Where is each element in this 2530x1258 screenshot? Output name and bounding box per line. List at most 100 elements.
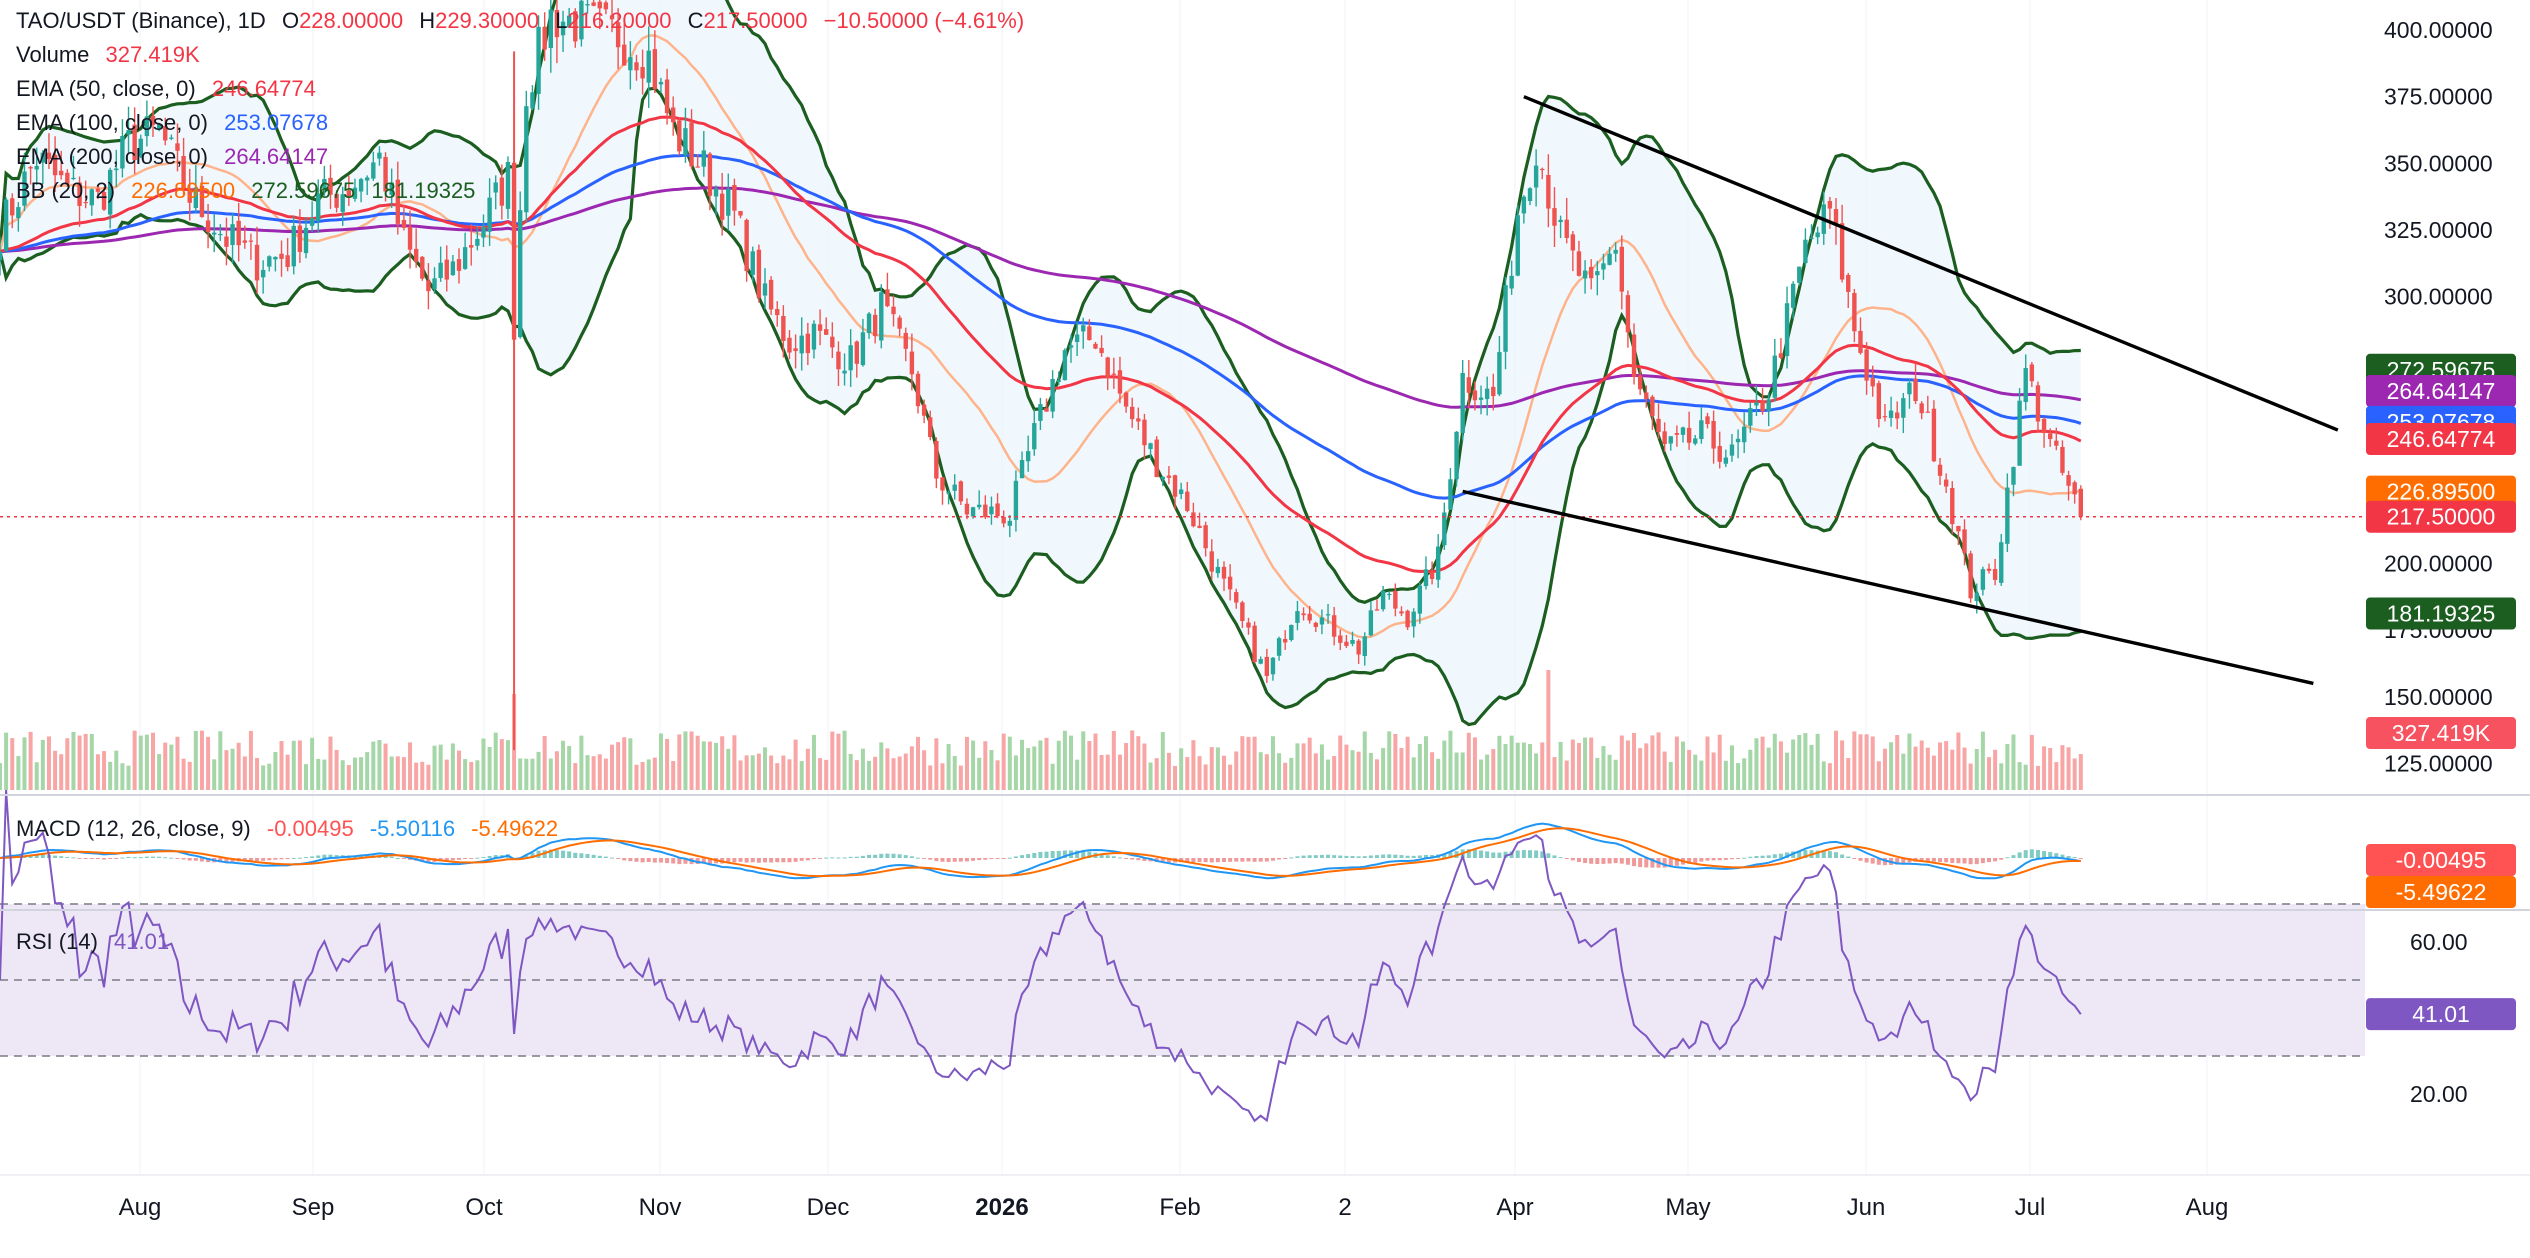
candle <box>1050 370 1055 419</box>
candle <box>1956 525 1961 545</box>
volume-bar <box>108 761 113 790</box>
macd-histogram-bar <box>799 858 804 861</box>
macd-histogram-bar <box>328 854 333 858</box>
macd-histogram-bar <box>218 858 223 863</box>
candle-body <box>40 152 46 163</box>
candle <box>297 209 303 263</box>
volume-bar <box>818 758 823 790</box>
ema50-legend: EMA (50, close, 0) 246.64774 <box>16 72 1034 106</box>
candle <box>2041 417 2047 448</box>
candle <box>1839 204 1845 283</box>
candle <box>1491 373 1496 411</box>
macd-histogram-bar <box>701 858 706 864</box>
volume-bar <box>1748 749 1753 790</box>
candle <box>303 217 309 259</box>
macd-histogram-bar <box>1387 854 1392 858</box>
macd-histogram-bar <box>879 853 884 858</box>
candle-body <box>1252 625 1257 662</box>
macd-histogram-bar <box>1558 857 1563 859</box>
macd-histogram-bar <box>420 858 425 862</box>
candle-body <box>1025 451 1031 462</box>
candle-body <box>787 337 792 353</box>
candle <box>1074 321 1080 357</box>
candle <box>652 30 658 94</box>
macd-histogram-bar <box>1919 858 1924 862</box>
macd-histogram-bar <box>102 858 107 860</box>
volume-bar <box>1668 762 1673 790</box>
candle-body <box>524 106 529 213</box>
time-axis-label: Aug <box>119 1194 162 1221</box>
candle-body <box>1986 568 1992 571</box>
volume-bar <box>1087 741 1092 790</box>
candle-body <box>432 278 437 290</box>
macd-histogram-bar <box>2023 850 2028 858</box>
candle-body <box>1864 349 1869 381</box>
macd-histogram-bar <box>1711 858 1716 861</box>
candle-body <box>487 197 492 232</box>
volume-bar <box>114 750 119 790</box>
volume-bar <box>916 736 920 790</box>
candle <box>928 410 933 441</box>
candle <box>701 131 706 177</box>
volume-bar <box>10 738 15 790</box>
macd-histogram-bar <box>1840 854 1845 858</box>
macd-histogram-bar <box>554 850 559 858</box>
candle <box>573 8 578 48</box>
macd-histogram-bar <box>1534 850 1539 858</box>
candle <box>389 168 394 208</box>
candle <box>1742 412 1747 454</box>
candle <box>1087 319 1092 341</box>
candle <box>1748 402 1753 433</box>
macd-histogram-bar <box>1846 856 1851 858</box>
candle-body <box>1227 576 1233 590</box>
macd-histogram-bar <box>916 857 920 859</box>
macd-histogram-bar <box>756 858 761 863</box>
volume-bar <box>1405 736 1410 790</box>
candle <box>1423 556 1429 590</box>
candle-body <box>915 373 921 407</box>
macd-histogram-bar <box>1203 858 1208 863</box>
candle-body <box>1790 283 1796 308</box>
macd-signal-value: -5.49622 <box>471 816 559 841</box>
candle-body <box>28 167 33 169</box>
candle <box>1258 656 1263 665</box>
candle-body <box>389 182 394 195</box>
candle-body <box>634 62 639 71</box>
candle <box>1907 378 1912 409</box>
macd-histogram-bar <box>1020 855 1025 858</box>
volume-bar <box>1368 752 1373 790</box>
candle-body <box>1264 656 1270 676</box>
macd-histogram-bar <box>652 858 657 863</box>
volume-bar <box>1827 763 1832 790</box>
candle <box>1368 601 1374 637</box>
volume-bar <box>1307 737 1312 790</box>
macd-histogram-bar <box>1754 855 1759 858</box>
volume-bar <box>1252 736 1257 790</box>
volume-bar <box>1742 758 1747 790</box>
macd-histogram-bar <box>1393 854 1398 858</box>
candle <box>224 217 229 266</box>
macd-histogram-bar <box>775 858 780 863</box>
candle <box>22 152 27 212</box>
candle-body <box>597 1 602 9</box>
volume-bar <box>1760 736 1765 790</box>
candle-body <box>1870 378 1875 387</box>
volume-bar <box>830 731 835 790</box>
candle <box>903 327 908 362</box>
candle-body <box>187 189 192 203</box>
macd-histogram-bar <box>1075 850 1080 858</box>
macd-histogram-bar <box>224 858 229 863</box>
macd-histogram-bar <box>1748 856 1753 858</box>
candle <box>1693 434 1698 446</box>
macd-histogram-bar <box>40 854 45 858</box>
candle-body <box>946 492 951 494</box>
volume-bar <box>463 759 468 790</box>
volume-bar <box>1797 735 1802 790</box>
candle-body <box>1301 613 1306 616</box>
candle-body <box>1405 610 1410 628</box>
macd-histogram-bar <box>469 858 474 859</box>
candle-body <box>1815 232 1820 238</box>
macd-histogram-bar <box>181 858 186 860</box>
